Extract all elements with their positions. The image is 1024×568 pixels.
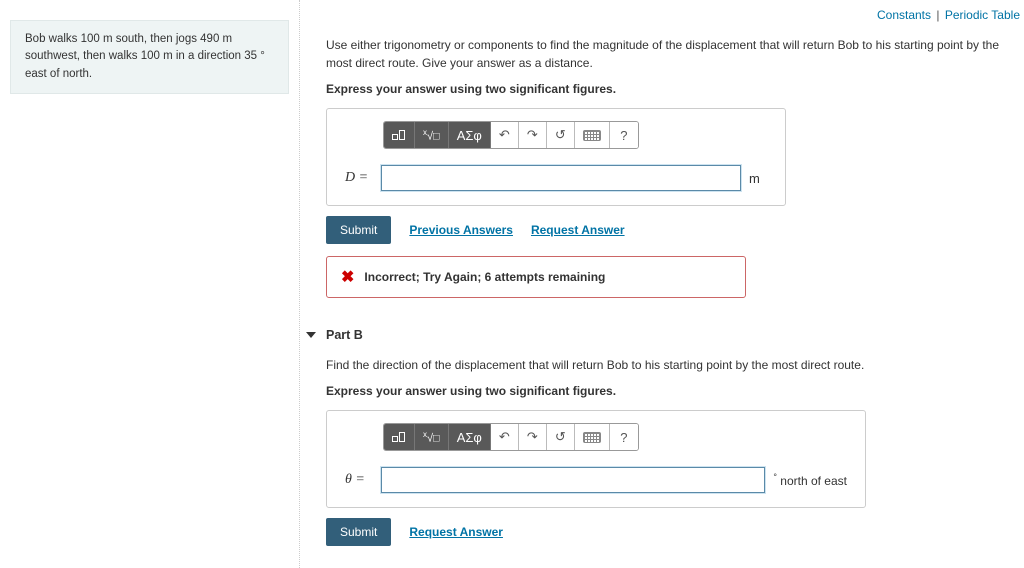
equation-toolbar-b: x√□ ΑΣφ ↶ ↷ ↺ ?: [383, 423, 639, 451]
unit-north-of-east: ° north of east: [773, 472, 847, 488]
part-b-answer-panel: x√□ ΑΣφ ↶ ↷ ↺ ? θ = ° north of east: [326, 410, 866, 508]
part-b-actions: Submit Request Answer: [326, 518, 1024, 546]
redo-icon: ↷: [527, 429, 538, 445]
sqrt-icon: x√□: [423, 128, 440, 143]
equation-toolbar-a: x√□ ΑΣφ ↶ ↷ ↺ ?: [383, 121, 639, 149]
constants-link[interactable]: Constants: [877, 8, 931, 22]
request-answer-link-b[interactable]: Request Answer: [409, 525, 503, 539]
link-separator: |: [936, 8, 939, 22]
answer-input-theta[interactable]: [381, 467, 765, 493]
undo-button[interactable]: ↶: [491, 424, 519, 450]
part-a-express: Express your answer using two significan…: [326, 82, 1024, 96]
redo-button[interactable]: ↷: [519, 424, 547, 450]
part-b-header[interactable]: Part B: [306, 328, 1024, 342]
template-icon: [392, 128, 406, 143]
variable-label-d: D =: [345, 170, 373, 186]
submit-button-a[interactable]: Submit: [326, 216, 391, 244]
undo-icon: ↶: [499, 429, 510, 445]
reset-button[interactable]: ↺: [547, 122, 575, 148]
right-column: Constants | Periodic Table Use either tr…: [300, 0, 1024, 568]
redo-icon: ↷: [527, 127, 538, 143]
request-answer-link-a[interactable]: Request Answer: [531, 223, 625, 237]
undo-icon: ↶: [499, 127, 510, 143]
left-column: Bob walks 100 m south, then jogs 490 m s…: [0, 0, 300, 568]
variable-label-theta: θ =: [345, 472, 373, 488]
reset-button[interactable]: ↺: [547, 424, 575, 450]
fraction-button[interactable]: x√□: [415, 424, 449, 450]
periodic-table-link[interactable]: Periodic Table: [945, 8, 1020, 22]
top-links: Constants | Periodic Table: [326, 8, 1024, 36]
feedback-box: ✖ Incorrect; Try Again; 6 attempts remai…: [326, 256, 746, 298]
submit-button-b[interactable]: Submit: [326, 518, 391, 546]
fraction-button[interactable]: x√□: [415, 122, 449, 148]
part-a-answer-panel: x√□ ΑΣφ ↶ ↷ ↺ ? D = m: [326, 108, 786, 206]
caret-down-icon: [306, 332, 316, 338]
reset-icon: ↺: [555, 429, 566, 445]
problem-statement: Bob walks 100 m south, then jogs 490 m s…: [10, 20, 289, 94]
keyboard-icon: [583, 432, 601, 443]
previous-answers-link-a[interactable]: Previous Answers: [409, 223, 513, 237]
reset-icon: ↺: [555, 127, 566, 143]
keyboard-button[interactable]: [575, 122, 610, 148]
part-b-express: Express your answer using two significan…: [326, 384, 1024, 398]
template-button[interactable]: [384, 424, 415, 450]
redo-button[interactable]: ↷: [519, 122, 547, 148]
undo-button[interactable]: ↶: [491, 122, 519, 148]
unit-m: m: [749, 171, 767, 186]
greek-button[interactable]: ΑΣφ: [449, 424, 491, 450]
sqrt-icon: x√□: [423, 430, 440, 445]
keyboard-icon: [583, 130, 601, 141]
keyboard-button[interactable]: [575, 424, 610, 450]
answer-input-d[interactable]: [381, 165, 741, 191]
template-button[interactable]: [384, 122, 415, 148]
feedback-message: Incorrect; Try Again; 6 attempts remaini…: [364, 270, 605, 284]
part-a-instruction: Use either trigonometry or components to…: [326, 36, 1024, 72]
incorrect-icon: ✖: [341, 267, 354, 287]
part-a-actions: Submit Previous Answers Request Answer: [326, 216, 1024, 244]
template-icon: [392, 430, 406, 445]
part-b-instruction: Find the direction of the displacement t…: [326, 356, 1024, 374]
part-b-title: Part B: [326, 328, 363, 342]
help-button[interactable]: ?: [610, 424, 638, 450]
help-button[interactable]: ?: [610, 122, 638, 148]
greek-button[interactable]: ΑΣφ: [449, 122, 491, 148]
